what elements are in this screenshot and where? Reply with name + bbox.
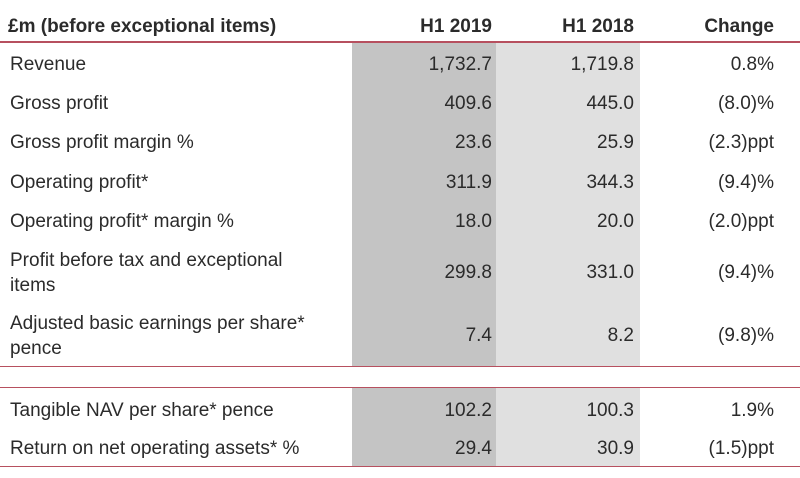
bottom-rule <box>0 466 800 467</box>
section-rule-2 <box>0 387 800 388</box>
row-h1-2018: 20.0 <box>597 211 634 232</box>
row-change: (9.4)% <box>718 172 774 193</box>
row-change: 0.8% <box>730 54 774 75</box>
row-h1-2018: 25.9 <box>597 132 634 153</box>
row-h1-2018: 100.3 <box>586 400 634 421</box>
row-change: (9.4)% <box>718 262 774 283</box>
row-label: Gross profit margin % <box>10 132 194 153</box>
row-h1-2018: 344.3 <box>586 172 634 193</box>
row-label: Operating profit* margin % <box>10 211 234 232</box>
h1-2019-column-shade <box>352 43 496 366</box>
row-h1-2019: 18.0 <box>455 211 492 232</box>
row-label-line2: items <box>10 275 56 296</box>
row-h1-2019: 23.6 <box>455 132 492 153</box>
header-h1-2018: H1 2018 <box>562 16 634 37</box>
h1-2018-column-shade-lower <box>496 388 640 466</box>
row-h1-2019: 7.4 <box>465 325 492 346</box>
h1-2018-column-shade <box>496 43 640 366</box>
header-change: Change <box>704 16 774 37</box>
row-label: Operating profit* <box>10 172 149 193</box>
row-h1-2018: 8.2 <box>607 325 634 346</box>
row-label-line2: pence <box>10 338 62 359</box>
section-rule <box>0 366 800 367</box>
row-h1-2018: 1,719.8 <box>570 54 634 75</box>
row-h1-2018: 30.9 <box>597 438 634 459</box>
row-change: (8.0)% <box>718 93 774 114</box>
row-change: (9.8)% <box>718 325 774 346</box>
row-h1-2019: 299.8 <box>444 262 492 283</box>
h1-2019-column-shade-lower <box>352 388 496 466</box>
row-label-line1: Profit before tax and exceptional <box>10 250 283 271</box>
row-h1-2018: 445.0 <box>586 93 634 114</box>
row-h1-2019: 102.2 <box>444 400 492 421</box>
row-h1-2019: 29.4 <box>455 438 492 459</box>
header-label: £m (before exceptional items) <box>8 16 277 37</box>
row-h1-2019: 311.9 <box>445 172 492 193</box>
row-change: (2.3)ppt <box>708 132 774 153</box>
row-change: (2.0)ppt <box>708 211 774 232</box>
header-h1-2019: H1 2019 <box>420 16 492 37</box>
row-h1-2019: 409.6 <box>444 93 492 114</box>
row-change: 1.9% <box>730 400 774 421</box>
row-label-line1: Adjusted basic earnings per share* <box>10 313 305 334</box>
row-label: Gross profit <box>10 93 109 114</box>
row-h1-2019: 1,732.7 <box>428 54 492 75</box>
row-label: Revenue <box>10 54 87 75</box>
row-label: Return on net operating assets* % <box>10 438 300 459</box>
row-h1-2018: 331.0 <box>586 262 634 283</box>
row-change: (1.5)ppt <box>708 438 774 459</box>
header-rule <box>0 41 800 43</box>
row-label: Tangible NAV per share* pence <box>10 400 274 421</box>
